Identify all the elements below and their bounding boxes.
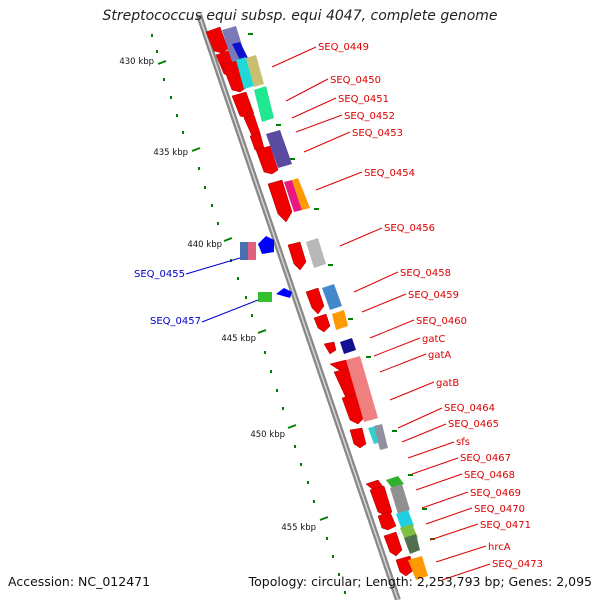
feature-block <box>374 424 388 450</box>
feature-blocks <box>222 26 428 580</box>
gene-label-seq-0449[interactable]: SEQ_0449 <box>318 42 369 53</box>
feature-block <box>390 484 410 514</box>
gene-label-gata[interactable]: gatA <box>428 350 451 361</box>
gene-label-seq-0470[interactable]: SEQ_0470 <box>474 504 525 515</box>
feature-block <box>340 338 356 354</box>
cds-arrow <box>313 313 331 333</box>
gene-label-seq-0456[interactable]: SEQ_0456 <box>384 223 435 234</box>
cds-arrow <box>249 132 265 151</box>
feature-block <box>254 86 274 122</box>
gene-label-seq-0458[interactable]: SEQ_0458 <box>400 268 451 279</box>
cds-arrow <box>305 287 325 315</box>
gene-label-seq-0465[interactable]: SEQ_0465 <box>448 419 499 430</box>
gene-label-hrca[interactable]: hrcA <box>488 542 511 553</box>
gene-label-seq-0464[interactable]: SEQ_0464 <box>444 403 495 414</box>
genome-summary: Topology: circular; Length: 2,253,793 bp… <box>248 574 592 589</box>
cds-arrow <box>243 114 261 137</box>
feature-block <box>266 130 292 168</box>
feature-block <box>246 55 264 87</box>
gene-label-seq-0457[interactable]: SEQ_0457 <box>150 316 201 327</box>
tick-label-440: 440 kbp <box>187 240 222 250</box>
cds-arrow <box>267 179 293 223</box>
gene-label-seq-0469[interactable]: SEQ_0469 <box>470 488 521 499</box>
reverse-feature-block <box>240 242 248 260</box>
gene-label-seq-0473[interactable]: SEQ_0473 <box>492 559 543 570</box>
reverse-cds-track <box>240 236 292 302</box>
gene-label-seq-0453[interactable]: SEQ_0453 <box>352 128 403 139</box>
gene-label-seq-0455[interactable]: SEQ_0455 <box>134 269 185 280</box>
tick-445: 445 kbp <box>221 329 267 344</box>
reverse-labels: SEQ_0455 SEQ_0457 <box>134 257 259 327</box>
gene-label-seq-0452[interactable]: SEQ_0452 <box>344 111 395 122</box>
feature-block <box>236 57 254 89</box>
gene-label-seq-0459[interactable]: SEQ_0459 <box>408 290 459 301</box>
tick-430: 430 kbp <box>119 57 167 67</box>
gene-label-seq-0450[interactable]: SEQ_0450 <box>330 75 381 86</box>
forward-labels: SEQ_0449 SEQ_0450 SEQ_0451 SEQ_0452 SEQ_… <box>318 42 543 570</box>
tick-455: 455 kbp <box>281 516 329 533</box>
cds-arrow <box>287 241 307 271</box>
reverse-cds-arrow <box>258 236 274 254</box>
gene-label-seq-0471[interactable]: SEQ_0471 <box>480 520 531 531</box>
feature-block <box>292 178 310 210</box>
tick-label-435: 435 kbp <box>153 148 188 158</box>
tick-450: 450 kbp <box>250 424 297 440</box>
feature-block <box>232 42 248 60</box>
feature-block <box>408 556 428 580</box>
gene-label-seq-0451[interactable]: SEQ_0451 <box>338 94 389 105</box>
cds-arrow <box>205 26 229 54</box>
reverse-feature-block <box>258 292 272 302</box>
feature-block <box>306 238 326 268</box>
gene-label-sfs[interactable]: sfs <box>456 437 470 448</box>
cds-arrow <box>383 531 403 557</box>
gene-label-gatc[interactable]: gatC <box>422 334 445 345</box>
forward-label-leaders <box>271 46 491 581</box>
genome-title: Streptococcus equi subsp. equi 4047, com… <box>102 8 498 24</box>
tick-label-445: 445 kbp <box>221 334 256 344</box>
cds-arrow <box>323 341 337 355</box>
cds-arrow <box>377 511 397 531</box>
tick-label-430: 430 kbp <box>119 57 154 67</box>
cds-arrow <box>369 485 393 517</box>
reverse-feature-block <box>248 242 256 260</box>
accession-label: Accession: NC_012471 <box>8 574 151 589</box>
gene-label-seq-0460[interactable]: SEQ_0460 <box>416 316 467 327</box>
feature-block <box>346 356 378 422</box>
gene-label-seq-0468[interactable]: SEQ_0468 <box>464 470 515 481</box>
reverse-cds-arrow <box>276 288 292 298</box>
feature-block <box>284 180 302 212</box>
cds-arrow <box>349 427 367 449</box>
tick-label-450: 450 kbp <box>250 430 285 440</box>
gene-label-seq-0467[interactable]: SEQ_0467 <box>460 453 511 464</box>
tick-440: 440 kbp <box>187 237 233 250</box>
feature-block <box>404 534 420 554</box>
feature-block <box>322 284 342 310</box>
cds-arrow <box>255 145 279 175</box>
genome-backbone <box>196 14 401 600</box>
gene-label-seq-0454[interactable]: SEQ_0454 <box>364 168 415 179</box>
feature-block <box>332 310 348 330</box>
tick-435: 435 kbp <box>153 147 201 158</box>
forward-cds-track <box>205 26 415 577</box>
tick-label-455: 455 kbp <box>281 523 316 533</box>
gene-label-gatb[interactable]: gatB <box>436 378 459 389</box>
